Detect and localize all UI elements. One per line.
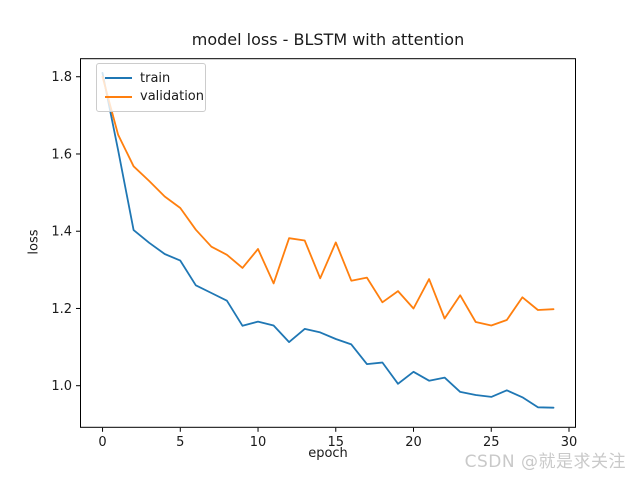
y-tick-label: 1.2	[51, 302, 72, 317]
legend-label-validation: validation	[140, 89, 205, 105]
x-tick-label: 20	[405, 435, 422, 450]
y-tick-label: 1.6	[51, 147, 72, 162]
legend-label-train: train	[140, 70, 171, 86]
validation-line-swatch	[105, 95, 132, 98]
train-line-swatch	[105, 77, 132, 80]
plot-frame	[80, 58, 576, 428]
y-tick-label: 1.4	[51, 225, 72, 240]
x-tick-label: 15	[328, 435, 345, 450]
loss-chart-plot-area: 0 5 10 15 20 25 30 1.0 1.2 1.4 1.6 1.8	[51, 58, 577, 450]
x-axis-label: epoch	[308, 446, 348, 461]
watermark: CSDN @就是求关注	[464, 452, 626, 472]
y-tick-label: 1.0	[51, 379, 72, 394]
x-tick-label: 25	[483, 435, 500, 450]
y-tick-label: 1.8	[51, 70, 72, 85]
legend[interactable]: train validation	[96, 63, 206, 112]
x-tick-label: 0	[98, 435, 106, 450]
legend-item-validation: validation	[105, 90, 204, 103]
x-tick-label: 5	[176, 435, 184, 450]
y-axis-label: loss	[26, 229, 42, 255]
x-tick-label: 30	[561, 435, 578, 450]
chart-title: model loss - BLSTM with attention	[191, 30, 465, 49]
train-line	[101, 71, 555, 409]
x-tick-label: 10	[250, 435, 267, 450]
validation-line	[101, 75, 555, 327]
legend-item-train: train	[105, 72, 197, 85]
